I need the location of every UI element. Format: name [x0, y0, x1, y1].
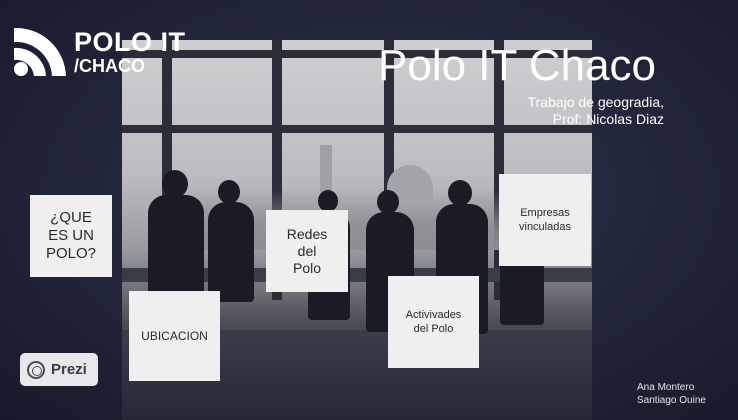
person-silhouette: [162, 170, 188, 198]
topic-card-actividades-del-polo[interactable]: Activivades del Polo: [388, 276, 479, 368]
topic-card-redes-del-polo[interactable]: Redes del Polo: [266, 210, 348, 292]
subtitle-line: Trabajo de geogradia,: [527, 94, 664, 110]
window-frame-horizontal: [122, 50, 592, 58]
topic-card-ubicacion[interactable]: UBICACION: [129, 291, 220, 381]
person-silhouette: [318, 190, 338, 212]
card-label: vinculadas: [519, 221, 571, 233]
logo-subtitle: /CHACO: [74, 56, 145, 76]
person-silhouette: [218, 180, 240, 204]
card-label: UBICACION: [141, 329, 208, 343]
topic-card-empresas-vinculadas[interactable]: Empresas vinculadas: [499, 174, 591, 266]
window-frame-vertical: [272, 40, 282, 300]
card-label: del Polo: [413, 323, 454, 335]
card-label: Polo: [292, 259, 322, 276]
window-frame-vertical: [494, 40, 504, 300]
prezi-logo-icon: [27, 360, 45, 379]
prezi-button[interactable]: Prezi: [20, 353, 98, 386]
person-silhouette: [208, 202, 254, 302]
author-name: Ana Montero: [637, 382, 695, 393]
card-label: del: [297, 242, 317, 259]
authors-credit: Ana Montero Santiago Ouine: [637, 381, 706, 407]
topic-card-que-es-un-polo[interactable]: ¿QUE ES UN POLO?: [30, 195, 112, 277]
prezi-label: Prezi: [51, 361, 87, 378]
person-silhouette: [377, 190, 399, 214]
card-label: ¿QUE: [50, 209, 92, 226]
card-label: Redes: [286, 225, 328, 242]
logo-title: POLO IT: [74, 27, 186, 57]
window-frame-horizontal: [122, 125, 592, 133]
subtitle-line: Prof: Nicolas Diaz: [552, 111, 664, 127]
card-label: ES UN: [48, 227, 94, 244]
person-silhouette: [448, 180, 472, 206]
wifi-arc-logo-icon: [14, 27, 66, 76]
window-frame-vertical: [384, 40, 394, 300]
polo-it-logo: POLO IT /CHACO: [8, 18, 198, 78]
card-label: POLO?: [45, 245, 97, 262]
card-label: Activivades: [405, 309, 462, 321]
card-label: Empresas: [520, 207, 570, 219]
presentation-subtitle: Trabajo de geogradia, Prof: Nicolas Diaz: [528, 94, 664, 128]
window-frame-vertical: [162, 40, 172, 300]
presentation-title: Polo IT Chaco: [378, 41, 657, 90]
author-name: Santiago Ouine: [637, 395, 706, 406]
